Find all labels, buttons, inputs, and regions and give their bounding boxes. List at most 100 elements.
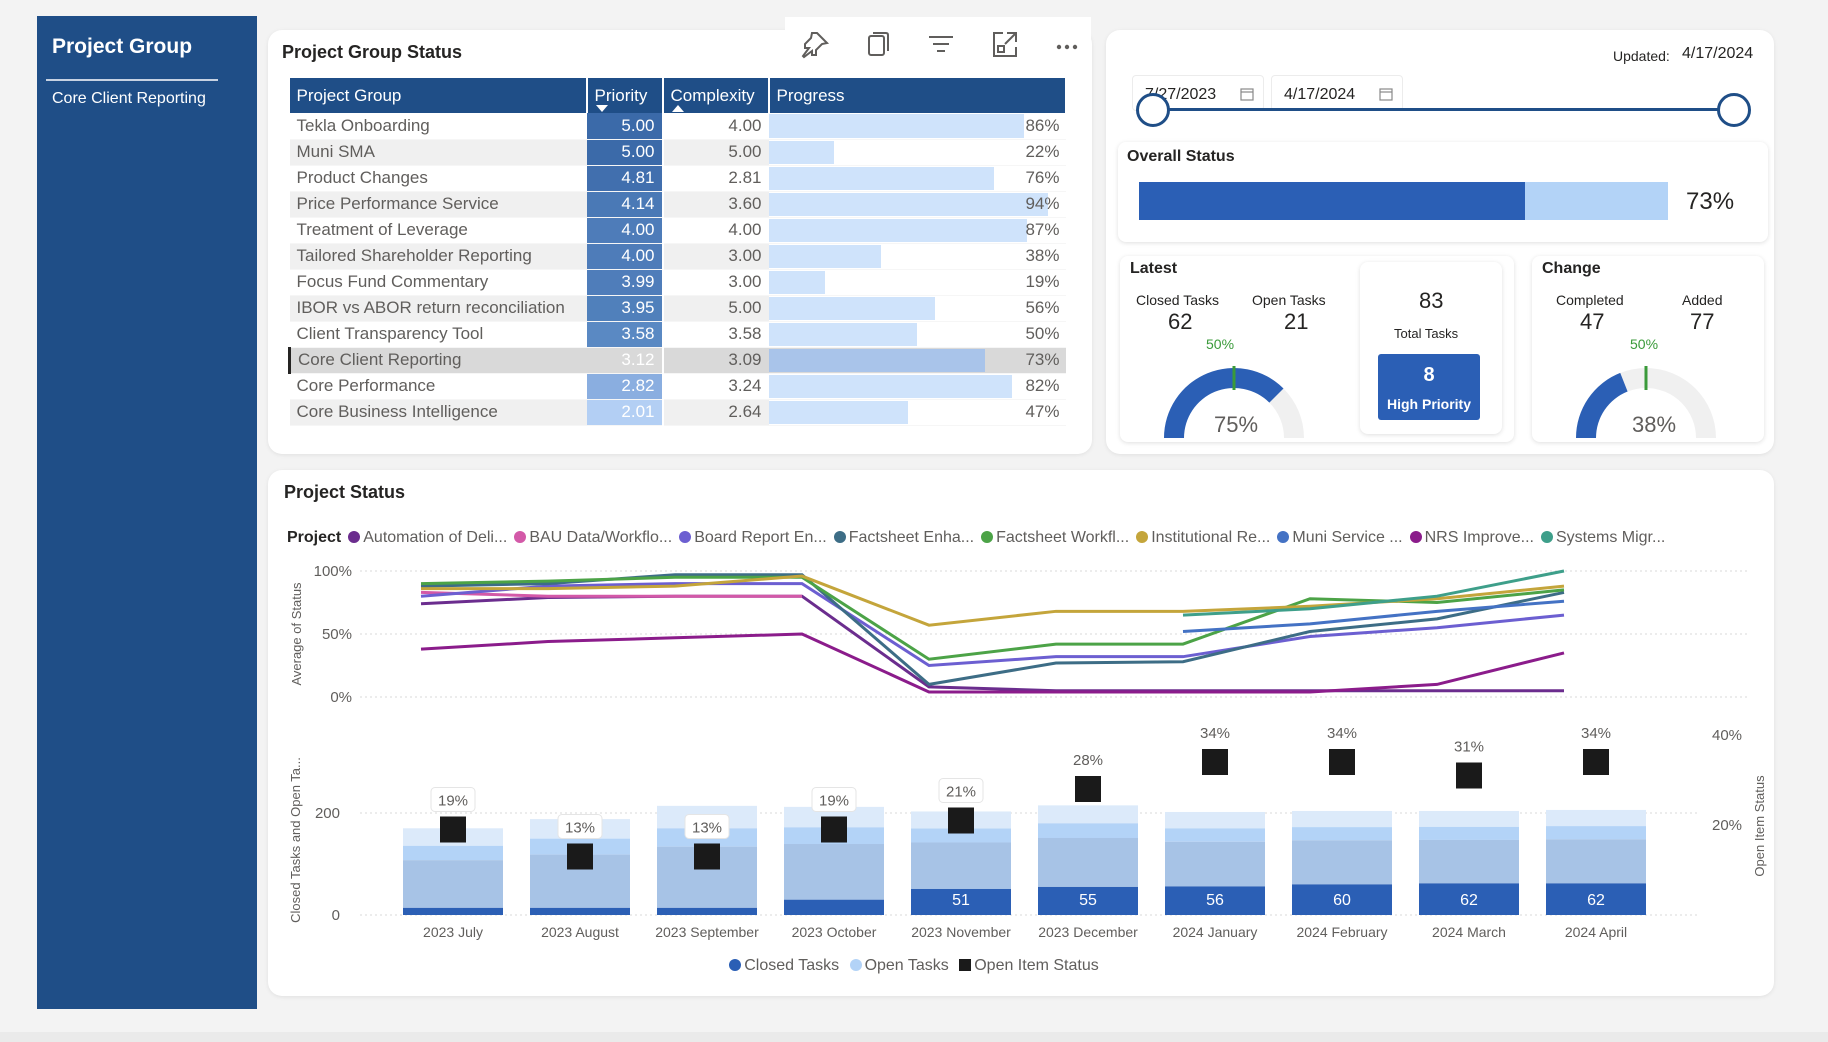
overall-status-bar-track [1139, 182, 1668, 220]
priority-value: 3.12 [586, 347, 664, 374]
legend-item-open-tasks[interactable]: Open Tasks [849, 957, 949, 974]
closed-tasks-value: 62 [1168, 309, 1193, 334]
change-panel: Change Completed 47 Added 77 50% 38% [1532, 256, 1764, 442]
legend-dot-icon [1409, 531, 1422, 543]
complexity-value: 3.24 [662, 373, 769, 400]
completed-label: Completed [1556, 292, 1624, 308]
progress-value: 47% [1025, 402, 1060, 421]
col-header-label: Complexity [670, 85, 755, 105]
line-chart-legend: Project Automation of Deli... BAU Data/Wor… [287, 529, 1672, 547]
table-row[interactable]: Client Transparency Tool 3.58 3.58 50% [289, 321, 1066, 348]
legend-dot-icon [514, 531, 527, 543]
legend-dot-icon [1136, 531, 1149, 543]
progress-value: 87% [1025, 220, 1060, 239]
progress-cell: 56% [768, 295, 1066, 322]
progress-cell: 87% [768, 217, 1066, 244]
legend-item-series[interactable]: Systems Migr... [1540, 529, 1665, 547]
updated-value: 4/17/2024 [1682, 45, 1754, 62]
legend-item-series[interactable]: Automation of Deli... [348, 529, 507, 547]
visual-toolbar [785, 17, 1091, 73]
legend-item-series[interactable]: Institutional Re... [1136, 529, 1270, 547]
end-date-input[interactable]: 4/17/2024 [1271, 75, 1403, 111]
change-gauge-value: 38% [1632, 412, 1677, 437]
legend-item-open-item-status[interactable]: Open Item Status [959, 957, 1099, 974]
legend-item-series[interactable]: Muni Service ... [1277, 529, 1403, 547]
legend-item-series[interactable]: NRS Improve... [1409, 529, 1534, 547]
high-priority-button[interactable]: 8 High Priority [1378, 354, 1480, 420]
progress-bar [768, 374, 1013, 398]
legend-label: Muni Service ... [1292, 529, 1403, 546]
table-row[interactable]: Tailored Shareholder Reporting 4.00 3.00 38… [289, 243, 1066, 270]
progress-bar [768, 270, 825, 294]
col-header-progress[interactable]: Progress [768, 78, 1067, 113]
col-header-project-group[interactable]: Project Group [289, 78, 588, 113]
filter-icon[interactable] [921, 25, 961, 65]
col-header-label: Priority [594, 85, 648, 105]
progress-cell: 50% [768, 321, 1066, 348]
card-title: Project Status [284, 482, 406, 502]
table-row[interactable]: Core Performance 2.82 3.24 82% [289, 373, 1066, 400]
complexity-value: 3.00 [662, 269, 769, 296]
latest-gauge [1164, 366, 1304, 438]
sort-asc-icon [671, 105, 684, 112]
sidebar-item-core-client-reporting[interactable]: Core Client Reporting [52, 90, 206, 107]
table-row[interactable]: Muni SMA 5.00 5.00 22% [289, 139, 1066, 166]
copy-icon[interactable] [857, 25, 897, 65]
table-row[interactable]: Tekla Onboarding 5.00 4.00 86% [289, 113, 1066, 140]
project-group-name: Focus Fund Commentary [289, 269, 587, 296]
gauge-fill [1164, 368, 1284, 438]
legend-item-series[interactable]: BAU Data/Workflo... [514, 529, 672, 547]
pin-icon[interactable] [795, 25, 835, 65]
sidebar: Project Group Core Client Reporting [37, 16, 257, 1009]
table-row[interactable]: Focus Fund Commentary 3.99 3.00 19% [289, 269, 1066, 296]
legend-item-series[interactable]: Factsheet Enha... [833, 529, 974, 547]
table-row[interactable]: Treatment of Leverage 4.00 4.00 87% [289, 217, 1066, 244]
project-group-name: Muni SMA [289, 139, 587, 166]
card-title: Project Group Status [282, 42, 463, 62]
complexity-value: 2.64 [662, 399, 769, 426]
legend-dot-icon [981, 531, 994, 543]
open-tasks-label: Open Tasks [1252, 292, 1326, 308]
project-group-name: Core Business Intelligence [289, 399, 587, 426]
table-row[interactable]: IBOR vs ABOR return reconciliation 3.95 5.… [289, 295, 1066, 322]
priority-value: 4.81 [586, 165, 664, 192]
priority-value: 5.00 [586, 113, 664, 140]
progress-cell: 47% [768, 399, 1066, 426]
project-group-table: Project Group Priority Complexity Progre… [288, 78, 1067, 426]
table-row[interactable]: Price Performance Service 4.14 3.60 94% [289, 191, 1066, 218]
total-tasks-label: Total Tasks [1394, 326, 1459, 341]
legend-item-series[interactable]: Factsheet Workfl... [981, 529, 1129, 547]
table-body: Tekla Onboarding 5.00 4.00 86% Muni SMA 5.00 5… [288, 113, 1066, 426]
progress-value: 22% [1025, 142, 1060, 161]
legend-item-closed-tasks[interactable]: Closed Tasks [729, 957, 839, 974]
legend-label: Open Tasks [864, 957, 949, 974]
table-row[interactable]: Core Business Intelligence 2.01 2.64 47% [289, 399, 1066, 426]
project-status-card: Project Status [268, 470, 1774, 996]
more-options-icon[interactable] [1047, 25, 1087, 65]
priority-value: 3.99 [586, 269, 664, 296]
complexity-value: 3.58 [662, 321, 769, 348]
legend-label: Institutional Re... [1151, 529, 1271, 546]
date-slider-end-handle[interactable] [1717, 93, 1751, 127]
col-header-complexity[interactable]: Complexity [662, 78, 770, 113]
progress-cell: 38% [768, 243, 1066, 270]
progress-bar [768, 140, 834, 164]
progress-bar [768, 166, 995, 190]
progress-value: 56% [1025, 298, 1060, 317]
priority-value: 4.14 [586, 191, 664, 218]
legend-item-series[interactable]: Board Report En... [679, 529, 827, 547]
priority-value: 3.95 [586, 295, 664, 322]
table-row[interactable]: Product Changes 4.81 2.81 76% [289, 165, 1066, 192]
project-group-name: Core Performance [289, 373, 587, 400]
priority-value: 4.00 [586, 217, 664, 244]
date-slider-start-handle[interactable] [1136, 93, 1170, 127]
focus-mode-icon[interactable] [985, 25, 1025, 65]
legend-dot-icon [1540, 531, 1553, 543]
calendar-icon [1240, 88, 1254, 101]
col-header-priority[interactable]: Priority [586, 78, 664, 113]
legend-dot-icon [729, 959, 742, 971]
added-label: Added [1682, 292, 1723, 308]
table-row[interactable]: Core Client Reporting 3.12 3.09 73% [288, 347, 1066, 374]
legend-label: Closed Tasks [744, 957, 840, 974]
project-group-name: IBOR vs ABOR return reconciliation [289, 295, 587, 322]
